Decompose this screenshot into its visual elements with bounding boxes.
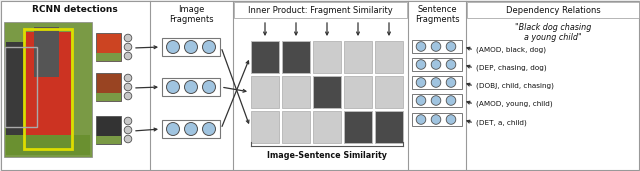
Circle shape [124, 135, 132, 143]
Bar [234, 2, 407, 18]
Circle shape [202, 41, 216, 54]
Circle shape [446, 78, 456, 87]
Circle shape [416, 42, 426, 51]
Text: Inner Product: Fragment Similarity: Inner Product: Fragment Similarity [248, 6, 393, 15]
Circle shape [431, 60, 441, 69]
Text: "Black dog chasing
a young child": "Black dog chasing a young child" [515, 23, 591, 42]
Bar [467, 2, 639, 18]
Circle shape [124, 34, 132, 42]
Bar [96, 33, 121, 61]
Bar [412, 40, 462, 53]
Bar [96, 93, 121, 101]
Bar [412, 94, 462, 107]
Bar [313, 111, 341, 143]
Bar [162, 120, 220, 138]
Text: (AMOD, black, dog): (AMOD, black, dog) [476, 47, 546, 53]
Bar [344, 111, 372, 143]
Circle shape [184, 41, 198, 54]
Circle shape [446, 42, 456, 51]
Bar [251, 41, 279, 73]
Bar [162, 78, 220, 96]
Bar [96, 136, 121, 144]
Circle shape [124, 83, 132, 91]
Bar [96, 73, 121, 101]
Bar [5, 47, 37, 127]
Circle shape [124, 117, 132, 125]
Bar [251, 111, 279, 143]
Circle shape [416, 96, 426, 105]
Text: (DET, a, child): (DET, a, child) [476, 120, 527, 126]
Text: RCNN detections: RCNN detections [32, 5, 118, 14]
Circle shape [184, 81, 198, 94]
Text: Dependency Relations: Dependency Relations [506, 6, 600, 15]
Text: Image-Sentence Similarity: Image-Sentence Similarity [267, 151, 387, 160]
Bar [4, 22, 92, 157]
Bar [375, 111, 403, 143]
Circle shape [166, 81, 179, 94]
Circle shape [166, 122, 179, 135]
Circle shape [446, 60, 456, 69]
Bar [282, 111, 310, 143]
Circle shape [124, 92, 132, 100]
Bar [96, 116, 121, 144]
Circle shape [202, 81, 216, 94]
Circle shape [184, 122, 198, 135]
Bar [96, 53, 121, 61]
Circle shape [446, 115, 456, 124]
Circle shape [446, 96, 456, 105]
Circle shape [124, 43, 132, 51]
Circle shape [124, 74, 132, 82]
Bar [313, 76, 341, 108]
Bar [6, 42, 36, 137]
Text: (AMOD, young, child): (AMOD, young, child) [476, 101, 552, 107]
Text: (DEP, chasing, dog): (DEP, chasing, dog) [476, 65, 547, 71]
Bar [344, 41, 372, 73]
Bar [412, 58, 462, 71]
Circle shape [416, 60, 426, 69]
Circle shape [431, 42, 441, 51]
Circle shape [431, 78, 441, 87]
Bar [375, 41, 403, 73]
Bar [375, 76, 403, 108]
Text: Image
Fragments: Image Fragments [169, 5, 214, 24]
Bar [282, 76, 310, 108]
Bar [412, 113, 462, 126]
Bar [26, 32, 71, 147]
Circle shape [431, 96, 441, 105]
Bar [24, 29, 72, 149]
Circle shape [166, 41, 179, 54]
Circle shape [202, 122, 216, 135]
Text: (DOBJ, child, chasing): (DOBJ, child, chasing) [476, 83, 554, 89]
Circle shape [124, 52, 132, 60]
Bar [313, 41, 341, 73]
Circle shape [416, 78, 426, 87]
Circle shape [124, 126, 132, 134]
Bar [282, 41, 310, 73]
Bar [6, 135, 90, 155]
Circle shape [431, 115, 441, 124]
Bar [412, 76, 462, 89]
Bar [251, 76, 279, 108]
Bar [162, 38, 220, 56]
Bar [344, 76, 372, 108]
Bar [34, 27, 59, 77]
Circle shape [416, 115, 426, 124]
Text: Sentence
Fragments: Sentence Fragments [415, 5, 460, 24]
